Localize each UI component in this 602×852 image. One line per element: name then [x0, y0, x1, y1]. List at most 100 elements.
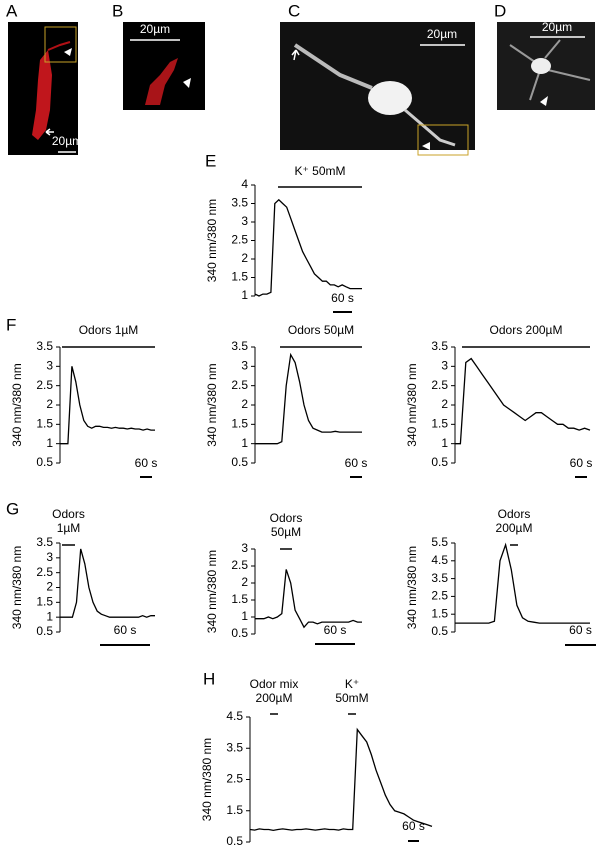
panel-label: B	[112, 1, 123, 20]
panel-label: H	[203, 669, 215, 688]
y-axis-label: 340 nm/380 nm	[205, 199, 219, 282]
y-tick-label: 2	[46, 397, 53, 411]
scale-label: 20µm	[140, 22, 170, 36]
y-axis-label: 340 nm/380 nm	[205, 363, 219, 446]
y-tick-label: 3.5	[231, 339, 248, 353]
scale-label: 20µm	[427, 27, 457, 41]
y-tick-label: 3	[241, 214, 248, 228]
y-tick-label: 2.5	[226, 772, 243, 786]
scale-label: 60 s	[402, 819, 425, 833]
y-tick-label: 1.5	[231, 270, 248, 284]
y-tick-label: 0.5	[231, 626, 248, 640]
trace	[255, 352, 362, 445]
panel-label: A	[6, 1, 18, 20]
scale-label: 60 s	[135, 456, 158, 470]
trace	[455, 542, 590, 624]
scale-label: 20µm	[542, 20, 572, 34]
y-tick-label: 1.5	[36, 595, 53, 609]
y-tick-label: 3	[441, 359, 448, 373]
stimulus-label: 50µM	[271, 525, 301, 539]
y-tick-label: 2	[241, 575, 248, 589]
y-tick-label: 0.5	[36, 624, 53, 638]
y-tick-label: 3.5	[431, 339, 448, 353]
stimulus-label: 200µM	[496, 521, 533, 535]
y-tick-label: 3.5	[231, 196, 248, 210]
y-tick-label: 1.5	[226, 803, 243, 817]
stimulus-label: Odors 50µM	[288, 323, 354, 337]
image-panel-d: 20µm	[497, 20, 595, 110]
stimulus-label: K⁺ 50mM	[294, 164, 345, 178]
y-tick-label: 3	[46, 359, 53, 373]
trace	[255, 569, 362, 629]
y-tick-label: 3.5	[36, 535, 53, 549]
stimulus-label: 1µM	[57, 521, 81, 535]
y-tick-label: 2	[241, 251, 248, 265]
trace	[60, 366, 155, 445]
scale-label: 60 s	[569, 623, 592, 637]
y-tick-label: 4	[241, 177, 248, 191]
scale-label: 60 s	[570, 456, 593, 470]
y-axis-label: 340 nm/380 nm	[405, 363, 419, 446]
y-tick-label: 2.5	[431, 589, 448, 603]
y-tick-label: 2.5	[231, 558, 248, 572]
trace	[249, 727, 433, 832]
stimulus-label: 200µM	[256, 691, 293, 705]
y-axis-label: 340 nm/380 nm	[405, 546, 419, 629]
scale-label: 60 s	[324, 623, 347, 637]
y-tick-label: 3.5	[36, 339, 53, 353]
panel-label: E	[205, 151, 216, 170]
panel-label: F	[6, 315, 16, 334]
panel-label: G	[6, 499, 19, 518]
y-tick-label: 1.5	[231, 592, 248, 606]
y-tick-label: 3.5	[226, 740, 243, 754]
trace	[60, 548, 155, 618]
y-tick-label: 4.5	[226, 709, 243, 723]
y-tick-label: 1	[46, 436, 53, 450]
stimulus-label: Odors	[498, 507, 531, 521]
y-tick-label: 2	[241, 397, 248, 411]
panel-label: D	[494, 1, 506, 20]
y-axis-label: 340 nm/380 nm	[200, 738, 214, 821]
y-tick-label: 5.5	[431, 535, 448, 549]
y-tick-label: 4.5	[431, 553, 448, 567]
trace	[254, 198, 362, 297]
y-tick-label: 1.5	[231, 417, 248, 431]
stimulus-label: Odors 200µM	[490, 323, 563, 337]
y-tick-label: 1.5	[431, 606, 448, 620]
y-tick-label: 2	[441, 397, 448, 411]
y-tick-label: 1	[46, 609, 53, 623]
stimulus-label: Odor mix	[250, 677, 299, 691]
y-tick-label: 0.5	[231, 455, 248, 469]
y-tick-label: 3	[241, 359, 248, 373]
y-tick-label: 2.5	[431, 378, 448, 392]
y-tick-label: 2.5	[36, 378, 53, 392]
y-tick-label: 3	[46, 550, 53, 564]
image-panel-a: 20µm	[8, 22, 82, 155]
y-axis-label: 340 nm/380 nm	[205, 550, 219, 633]
y-tick-label: 0.5	[226, 834, 243, 848]
y-tick-label: 0.5	[431, 455, 448, 469]
image-panel-b: 20µm	[123, 22, 205, 110]
y-tick-label: 0.5	[36, 455, 53, 469]
scale-label: 60 s	[331, 291, 354, 305]
scale-label: 20µm	[52, 134, 82, 148]
y-tick-label: 1.5	[36, 417, 53, 431]
y-tick-label: 3	[241, 541, 248, 555]
y-tick-label: 2.5	[36, 565, 53, 579]
y-tick-label: 1	[441, 436, 448, 450]
scale-label: 60 s	[345, 456, 368, 470]
y-tick-label: 2.5	[231, 233, 248, 247]
y-axis-label: 340 nm/380 nm	[10, 546, 24, 629]
image-panel-c: 20µm	[280, 22, 475, 156]
panel-label: C	[288, 1, 300, 20]
stimulus-label: Odors 1µM	[79, 323, 139, 337]
y-tick-label: 1.5	[431, 417, 448, 431]
y-tick-label: 0.5	[431, 624, 448, 638]
y-tick-label: 1	[241, 288, 248, 302]
y-tick-label: 2	[46, 580, 53, 594]
stimulus-label: K⁺	[345, 677, 359, 691]
trace	[455, 357, 591, 445]
scale-label: 60 s	[114, 623, 137, 637]
stimulus-label: Odors	[270, 511, 303, 525]
